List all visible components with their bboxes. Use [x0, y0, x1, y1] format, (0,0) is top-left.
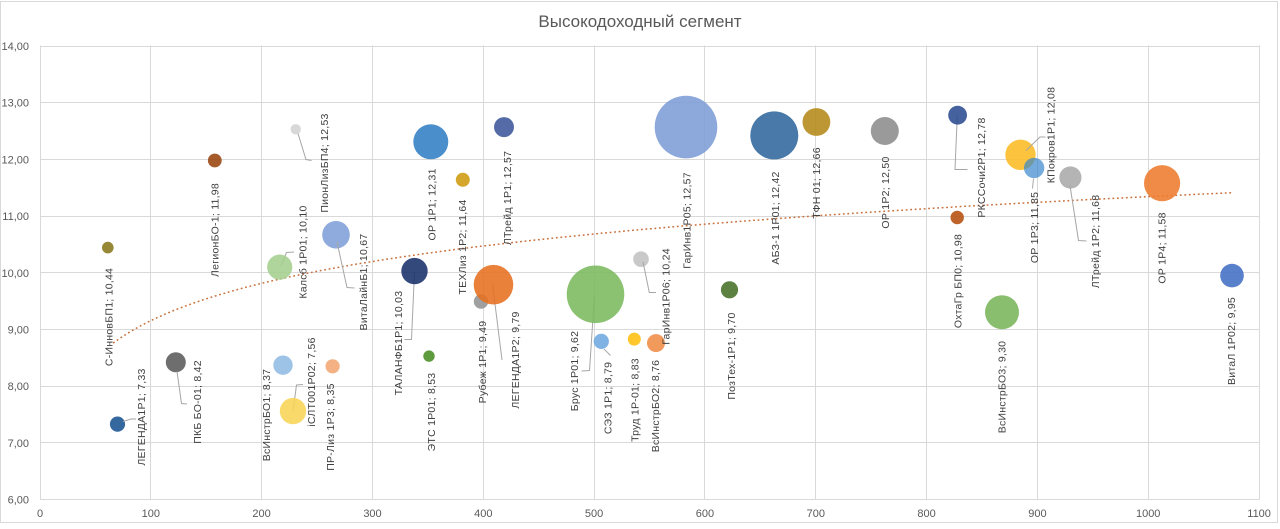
- svg-text:ОР 1Р4; 11,58: ОР 1Р4; 11,58: [1157, 212, 1169, 283]
- svg-text:1000: 1000: [1136, 508, 1160, 520]
- svg-text:ЭТС 1Р01; 8,53: ЭТС 1Р01; 8,53: [426, 373, 438, 452]
- svg-text:8,00: 8,00: [8, 381, 29, 393]
- svg-text:400: 400: [474, 508, 492, 520]
- svg-text:ПозТех-1Р1; 9,70: ПозТех-1Р1; 9,70: [726, 312, 738, 399]
- svg-text:12,00: 12,00: [1, 154, 29, 166]
- svg-text:Высокодоходный сегмент: Высокодоходный сегмент: [538, 12, 741, 31]
- svg-text:ВсИнстрБО2; 8,76: ВсИнстрБО2; 8,76: [650, 360, 662, 453]
- svg-text:1100: 1100: [1247, 508, 1271, 520]
- svg-text:iСЛТ001Р02; 7,56: iСЛТ001Р02; 7,56: [306, 337, 318, 426]
- svg-text:ОР 1Р3; 11,85: ОР 1Р3; 11,85: [1029, 192, 1041, 263]
- svg-text:ЛегионБО-1; 11,98: ЛегионБО-1; 11,98: [210, 183, 222, 277]
- svg-text:ЛЕГЕНДА1Р1; 7,33: ЛЕГЕНДА1Р1; 7,33: [136, 368, 148, 465]
- svg-text:ОР 1Р1; 12,31: ОР 1Р1; 12,31: [427, 168, 439, 240]
- svg-text:ПР-Лиз 1Р3; 8,35: ПР-Лиз 1Р3; 8,35: [325, 383, 337, 471]
- svg-text:500: 500: [585, 508, 603, 520]
- svg-text:АБЗ-1 1Р01; 12,42: АБЗ-1 1Р01; 12,42: [770, 171, 782, 264]
- svg-text:ГарИнв1Р05; 12,57: ГарИнв1Р05; 12,57: [681, 172, 693, 269]
- svg-text:14,00: 14,00: [1, 41, 29, 53]
- svg-text:ТАЛАНФБ1Р1; 10,03: ТАЛАНФБ1Р1; 10,03: [393, 291, 405, 396]
- svg-text:Калсб 1Р01; 10,10: Калсб 1Р01; 10,10: [298, 205, 310, 298]
- svg-text:СЭЗ 1Р1; 8,79: СЭЗ 1Р1; 8,79: [603, 362, 615, 434]
- svg-text:ЛТрейд 1Р2; 11,68: ЛТрейд 1Р2; 11,68: [1090, 195, 1102, 289]
- svg-text:ВитаЛайнБ1; 10,67: ВитаЛайнБ1; 10,67: [358, 234, 370, 331]
- svg-text:Труд 1Р-01; 8,83: Труд 1Р-01; 8,83: [630, 358, 642, 442]
- svg-text:ЛЕГЕНДА1Р2; 9,79: ЛЕГЕНДА1Р2; 9,79: [510, 311, 522, 408]
- svg-text:РКССочи2Р1; 12,78: РКССочи2Р1; 12,78: [976, 117, 988, 217]
- svg-text:ОР 1Р2; 12,50: ОР 1Р2; 12,50: [880, 156, 892, 228]
- svg-text:ТФН 01; 12,66: ТФН 01; 12,66: [811, 147, 823, 219]
- svg-text:КПокров1Р1; 12,08: КПокров1Р1; 12,08: [1046, 87, 1058, 183]
- svg-text:ВсИнстрБО3; 9,30: ВсИнстрБО3; 9,30: [997, 341, 1009, 434]
- svg-text:13,00: 13,00: [1, 98, 29, 110]
- svg-text:ПионЛизБП4; 12,53: ПионЛизБП4; 12,53: [319, 113, 331, 212]
- svg-text:300: 300: [363, 508, 381, 520]
- svg-text:600: 600: [696, 508, 714, 520]
- svg-text:100: 100: [142, 508, 160, 520]
- svg-text:200: 200: [252, 508, 270, 520]
- svg-text:ВитаЛ 1Р02; 9,95: ВитаЛ 1Р02; 9,95: [1226, 297, 1238, 385]
- svg-text:ОхтаГр БП0; 10,98: ОхтаГр БП0; 10,98: [953, 234, 965, 328]
- svg-text:С-ИнновБП1; 10,44: С-ИнновБП1; 10,44: [104, 268, 116, 366]
- svg-text:ЛТрейд 1Р1; 12,57: ЛТрейд 1Р1; 12,57: [502, 151, 514, 245]
- svg-text:800: 800: [917, 508, 935, 520]
- svg-text:ВсИнстрБО1; 8,37: ВсИнстрБО1; 8,37: [261, 369, 273, 462]
- svg-text:7,00: 7,00: [8, 438, 29, 450]
- svg-text:ТЕХЛиз 1Р2; 11,64: ТЕХЛиз 1Р2; 11,64: [457, 199, 469, 294]
- svg-text:9,00: 9,00: [8, 324, 29, 336]
- svg-text:900: 900: [1028, 508, 1046, 520]
- svg-text:Рубеж 1Р1; 9,49: Рубеж 1Р1; 9,49: [477, 321, 489, 404]
- svg-text:6,00: 6,00: [8, 495, 29, 507]
- svg-text:0: 0: [37, 508, 43, 520]
- svg-text:ГарИнв1Р06; 10,24: ГарИнв1Р06; 10,24: [661, 248, 673, 345]
- svg-text:700: 700: [807, 508, 825, 520]
- svg-text:Брус 1Р01; 9,62: Брус 1Р01; 9,62: [569, 331, 581, 411]
- svg-text:ПКБ БО-01; 8,42: ПКБ БО-01; 8,42: [192, 360, 204, 444]
- svg-text:11,00: 11,00: [2, 211, 29, 223]
- svg-text:10,00: 10,00: [1, 268, 29, 280]
